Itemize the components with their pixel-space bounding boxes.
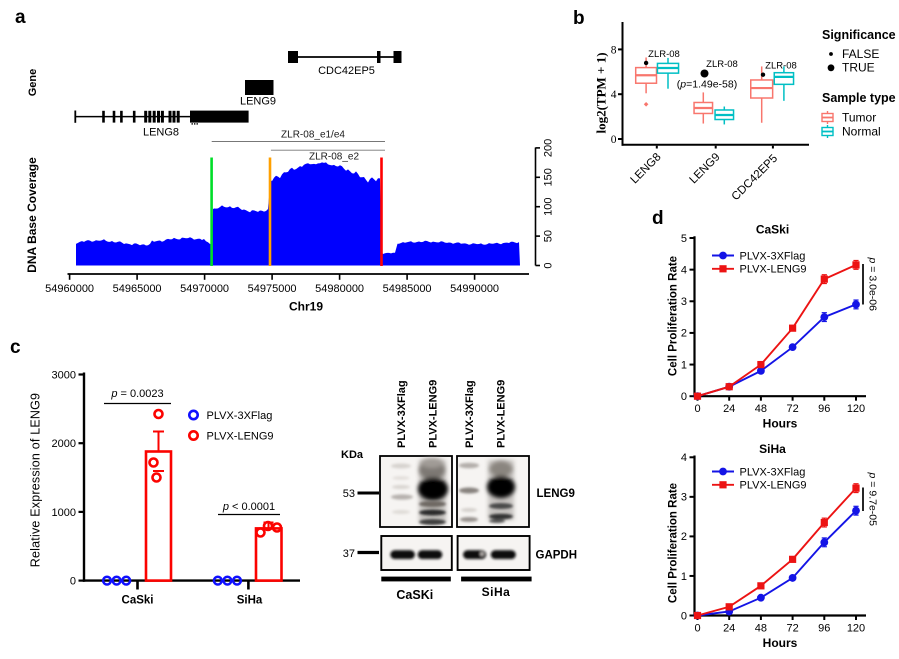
svg-text:1: 1 <box>681 359 687 371</box>
svg-text:2000: 2000 <box>52 438 76 450</box>
svg-text:CDC42EP5: CDC42EP5 <box>730 153 781 204</box>
svg-text:p = 9.7e-05: p = 9.7e-05 <box>867 472 879 527</box>
svg-text:Hours: Hours <box>763 417 798 431</box>
svg-text:96: 96 <box>818 403 830 415</box>
svg-text:54975000: 54975000 <box>248 283 297 295</box>
svg-text:PLVX-3XFlag: PLVX-3XFlag <box>740 466 806 478</box>
svg-text:SiHa: SiHa <box>237 595 263 607</box>
svg-text:FALSE: FALSE <box>842 47 879 61</box>
svg-text:KDa: KDa <box>341 449 364 461</box>
svg-text:3: 3 <box>681 492 687 504</box>
svg-text:54990000: 54990000 <box>450 283 499 295</box>
svg-text:4: 4 <box>681 264 687 276</box>
svg-text:LENG9: LENG9 <box>240 96 276 108</box>
svg-text:DNA Base Coverage: DNA Base Coverage <box>25 157 39 273</box>
svg-text:Relative Expression of LENG9: Relative Expression of LENG9 <box>29 393 43 567</box>
svg-text:8: 8 <box>611 44 617 56</box>
svg-text:ZLR-08: ZLR-08 <box>648 49 680 60</box>
svg-text:Significance: Significance <box>822 28 896 42</box>
svg-text:LENG9: LENG9 <box>687 151 722 186</box>
svg-text:5: 5 <box>681 233 687 245</box>
svg-text:SiHa: SiHa <box>482 585 511 599</box>
svg-text:PLVX-LENG9: PLVX-LENG9 <box>740 264 807 276</box>
svg-text:100: 100 <box>543 198 555 216</box>
svg-text:72: 72 <box>786 622 798 634</box>
svg-text:37: 37 <box>343 548 355 560</box>
svg-text:ZLR-08: ZLR-08 <box>765 61 797 72</box>
svg-text:PLVX-3XFlag: PLVX-3XFlag <box>464 380 476 448</box>
svg-text:200: 200 <box>543 139 555 157</box>
svg-text:LENG8: LENG8 <box>143 127 179 139</box>
svg-text:Sample type: Sample type <box>822 91 896 105</box>
svg-text:PLVX-LENG9: PLVX-LENG9 <box>207 431 274 443</box>
svg-text:PLVX-3XFlag: PLVX-3XFlag <box>396 380 408 448</box>
svg-text:GAPDH: GAPDH <box>536 550 578 562</box>
svg-text:120: 120 <box>847 622 865 634</box>
svg-text:Hours: Hours <box>763 636 798 650</box>
svg-text:0: 0 <box>681 391 687 403</box>
svg-text:54985000: 54985000 <box>383 283 432 295</box>
svg-text:c: c <box>10 337 21 358</box>
svg-text:0: 0 <box>694 403 700 415</box>
svg-text:PLVX-3XFlag: PLVX-3XFlag <box>207 410 273 422</box>
svg-text:24: 24 <box>723 622 735 634</box>
svg-text:54965000: 54965000 <box>113 283 162 295</box>
svg-text:1: 1 <box>681 571 687 583</box>
svg-text:PLVX-3XFlag: PLVX-3XFlag <box>740 250 806 262</box>
svg-text:p = 0.0023: p = 0.0023 <box>110 388 163 400</box>
svg-text:CDC42EP5: CDC42EP5 <box>318 65 375 77</box>
svg-text:d: d <box>652 208 664 229</box>
svg-text:3000: 3000 <box>52 370 76 382</box>
svg-text:ZLR-08_e2: ZLR-08_e2 <box>309 152 359 163</box>
svg-text:96: 96 <box>818 622 830 634</box>
svg-text:Chr19: Chr19 <box>289 300 323 314</box>
svg-text:Cell Proliferation Rate: Cell Proliferation Rate <box>668 256 680 376</box>
svg-text:54980000: 54980000 <box>315 283 364 295</box>
svg-text:CaSKi: CaSKi <box>396 588 433 602</box>
svg-text:p = 3.0e-06: p = 3.0e-06 <box>867 257 879 312</box>
svg-text:PLVX-LENG9: PLVX-LENG9 <box>428 380 440 448</box>
svg-text:CaSki: CaSki <box>122 595 154 607</box>
svg-text:2: 2 <box>681 531 687 543</box>
svg-text:SiHa: SiHa <box>759 442 786 456</box>
svg-text:ZLR-08_e1/e4: ZLR-08_e1/e4 <box>281 130 345 141</box>
svg-text:48: 48 <box>755 622 767 634</box>
svg-text:4: 4 <box>681 452 687 464</box>
svg-text:0: 0 <box>543 262 555 268</box>
svg-text:LENG8: LENG8 <box>628 151 663 186</box>
svg-text:Cell Proliferation Rate: Cell Proliferation Rate <box>668 483 680 603</box>
svg-text:TRUE: TRUE <box>842 61 875 75</box>
svg-text:CaSki: CaSki <box>756 223 789 237</box>
svg-text:0: 0 <box>70 576 76 588</box>
svg-text:1000: 1000 <box>52 507 76 519</box>
svg-text:p < 0.0001: p < 0.0001 <box>222 501 275 513</box>
svg-text:b: b <box>573 8 585 29</box>
svg-text:Normal: Normal <box>842 125 881 139</box>
svg-text:4: 4 <box>611 89 617 101</box>
svg-text:0: 0 <box>694 622 700 634</box>
svg-text:0: 0 <box>681 610 687 622</box>
svg-text:a: a <box>15 7 26 28</box>
svg-text:54970000: 54970000 <box>180 283 229 295</box>
svg-text:72: 72 <box>786 403 798 415</box>
svg-text:Gene: Gene <box>27 69 39 97</box>
svg-text:log2(TPM + 1): log2(TPM + 1) <box>594 52 609 133</box>
svg-text:150: 150 <box>543 168 555 186</box>
svg-text:48: 48 <box>755 403 767 415</box>
svg-text:PLVX-LENG9: PLVX-LENG9 <box>496 380 508 448</box>
svg-text:PLVX-LENG9: PLVX-LENG9 <box>740 480 807 492</box>
svg-text:120: 120 <box>847 403 865 415</box>
svg-text:53: 53 <box>343 488 355 500</box>
svg-text:LENG9: LENG9 <box>537 488 575 500</box>
svg-text:24: 24 <box>723 403 735 415</box>
svg-text:ZLR-08: ZLR-08 <box>706 59 738 70</box>
svg-text:2: 2 <box>681 328 687 340</box>
svg-text:54960000: 54960000 <box>45 283 94 295</box>
svg-text:3: 3 <box>681 296 687 308</box>
svg-text:0: 0 <box>611 134 617 146</box>
svg-text:Tumor: Tumor <box>842 111 876 125</box>
svg-text:50: 50 <box>543 230 555 242</box>
svg-text:(p=1.49e-58): (p=1.49e-58) <box>677 79 737 91</box>
